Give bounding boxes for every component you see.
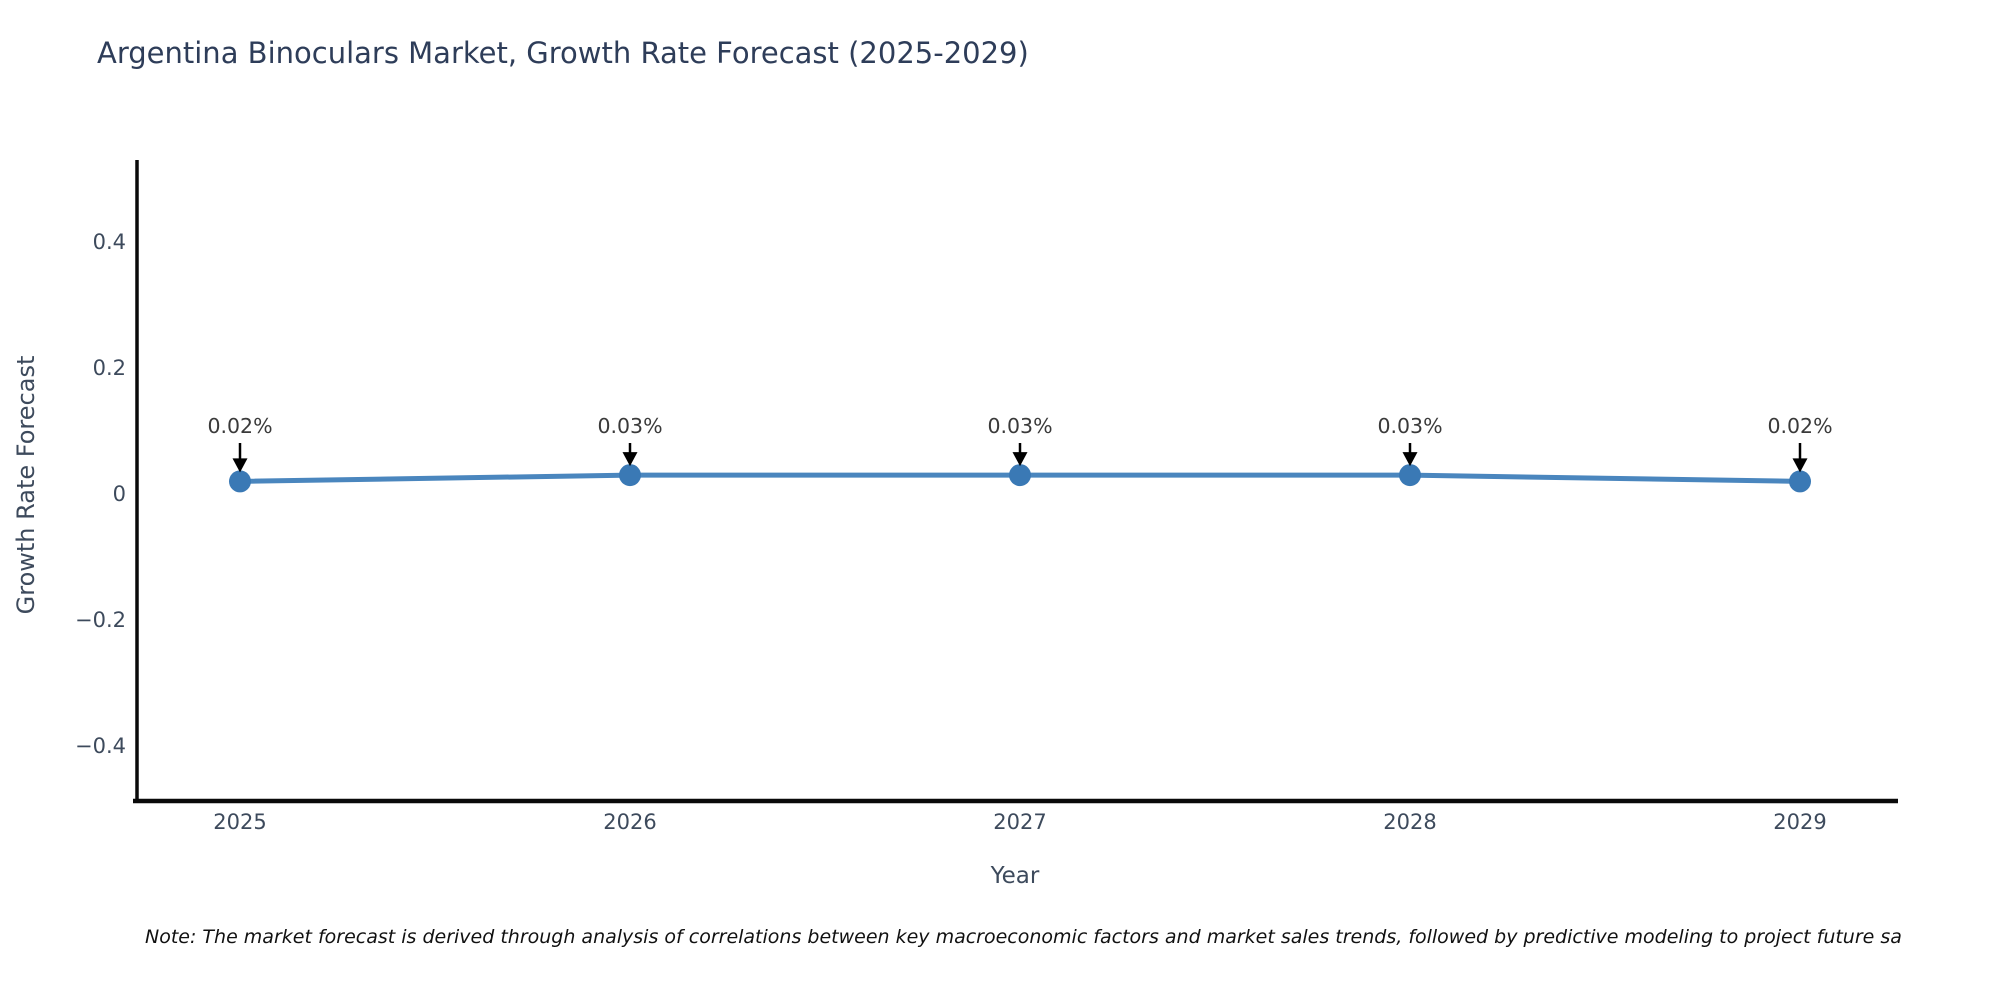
- x-tick-label: 2028: [1383, 810, 1436, 834]
- x-tick-label: 2025: [213, 810, 266, 834]
- data-point-marker: [229, 470, 251, 493]
- y-tick-label: −0.2: [75, 608, 126, 632]
- data-point-label: 0.02%: [207, 414, 272, 438]
- data-point-label: 0.03%: [1377, 414, 1442, 438]
- footnote: Note: The market forecast is derived thr…: [145, 926, 1902, 948]
- data-point-label: 0.03%: [987, 414, 1052, 438]
- chart-title: Argentina Binoculars Market, Growth Rate…: [97, 36, 1029, 70]
- data-point-label: 0.02%: [1767, 414, 1832, 438]
- data-point-marker: [1009, 464, 1031, 487]
- data-point-label: 0.03%: [597, 414, 662, 438]
- y-tick-label: 0.2: [93, 356, 126, 380]
- data-point-marker: [1399, 464, 1421, 487]
- annotation-arrow-head: [1792, 458, 1808, 473]
- annotation-arrow-head: [232, 458, 248, 473]
- annotation-arrow-head: [622, 452, 638, 467]
- data-point-marker: [619, 464, 641, 487]
- y-tick-label: −0.4: [75, 734, 126, 758]
- annotation-arrow-head: [1402, 452, 1418, 467]
- x-axis-title: Year: [990, 863, 1040, 889]
- data-point-marker: [1789, 470, 1811, 493]
- y-tick-label: 0.4: [93, 230, 126, 254]
- x-tick-label: 2026: [603, 810, 656, 834]
- y-tick-label: 0: [113, 482, 126, 506]
- x-tick-label: 2027: [993, 810, 1046, 834]
- x-tick-label: 2029: [1773, 810, 1826, 834]
- annotation-arrow-head: [1012, 452, 1028, 467]
